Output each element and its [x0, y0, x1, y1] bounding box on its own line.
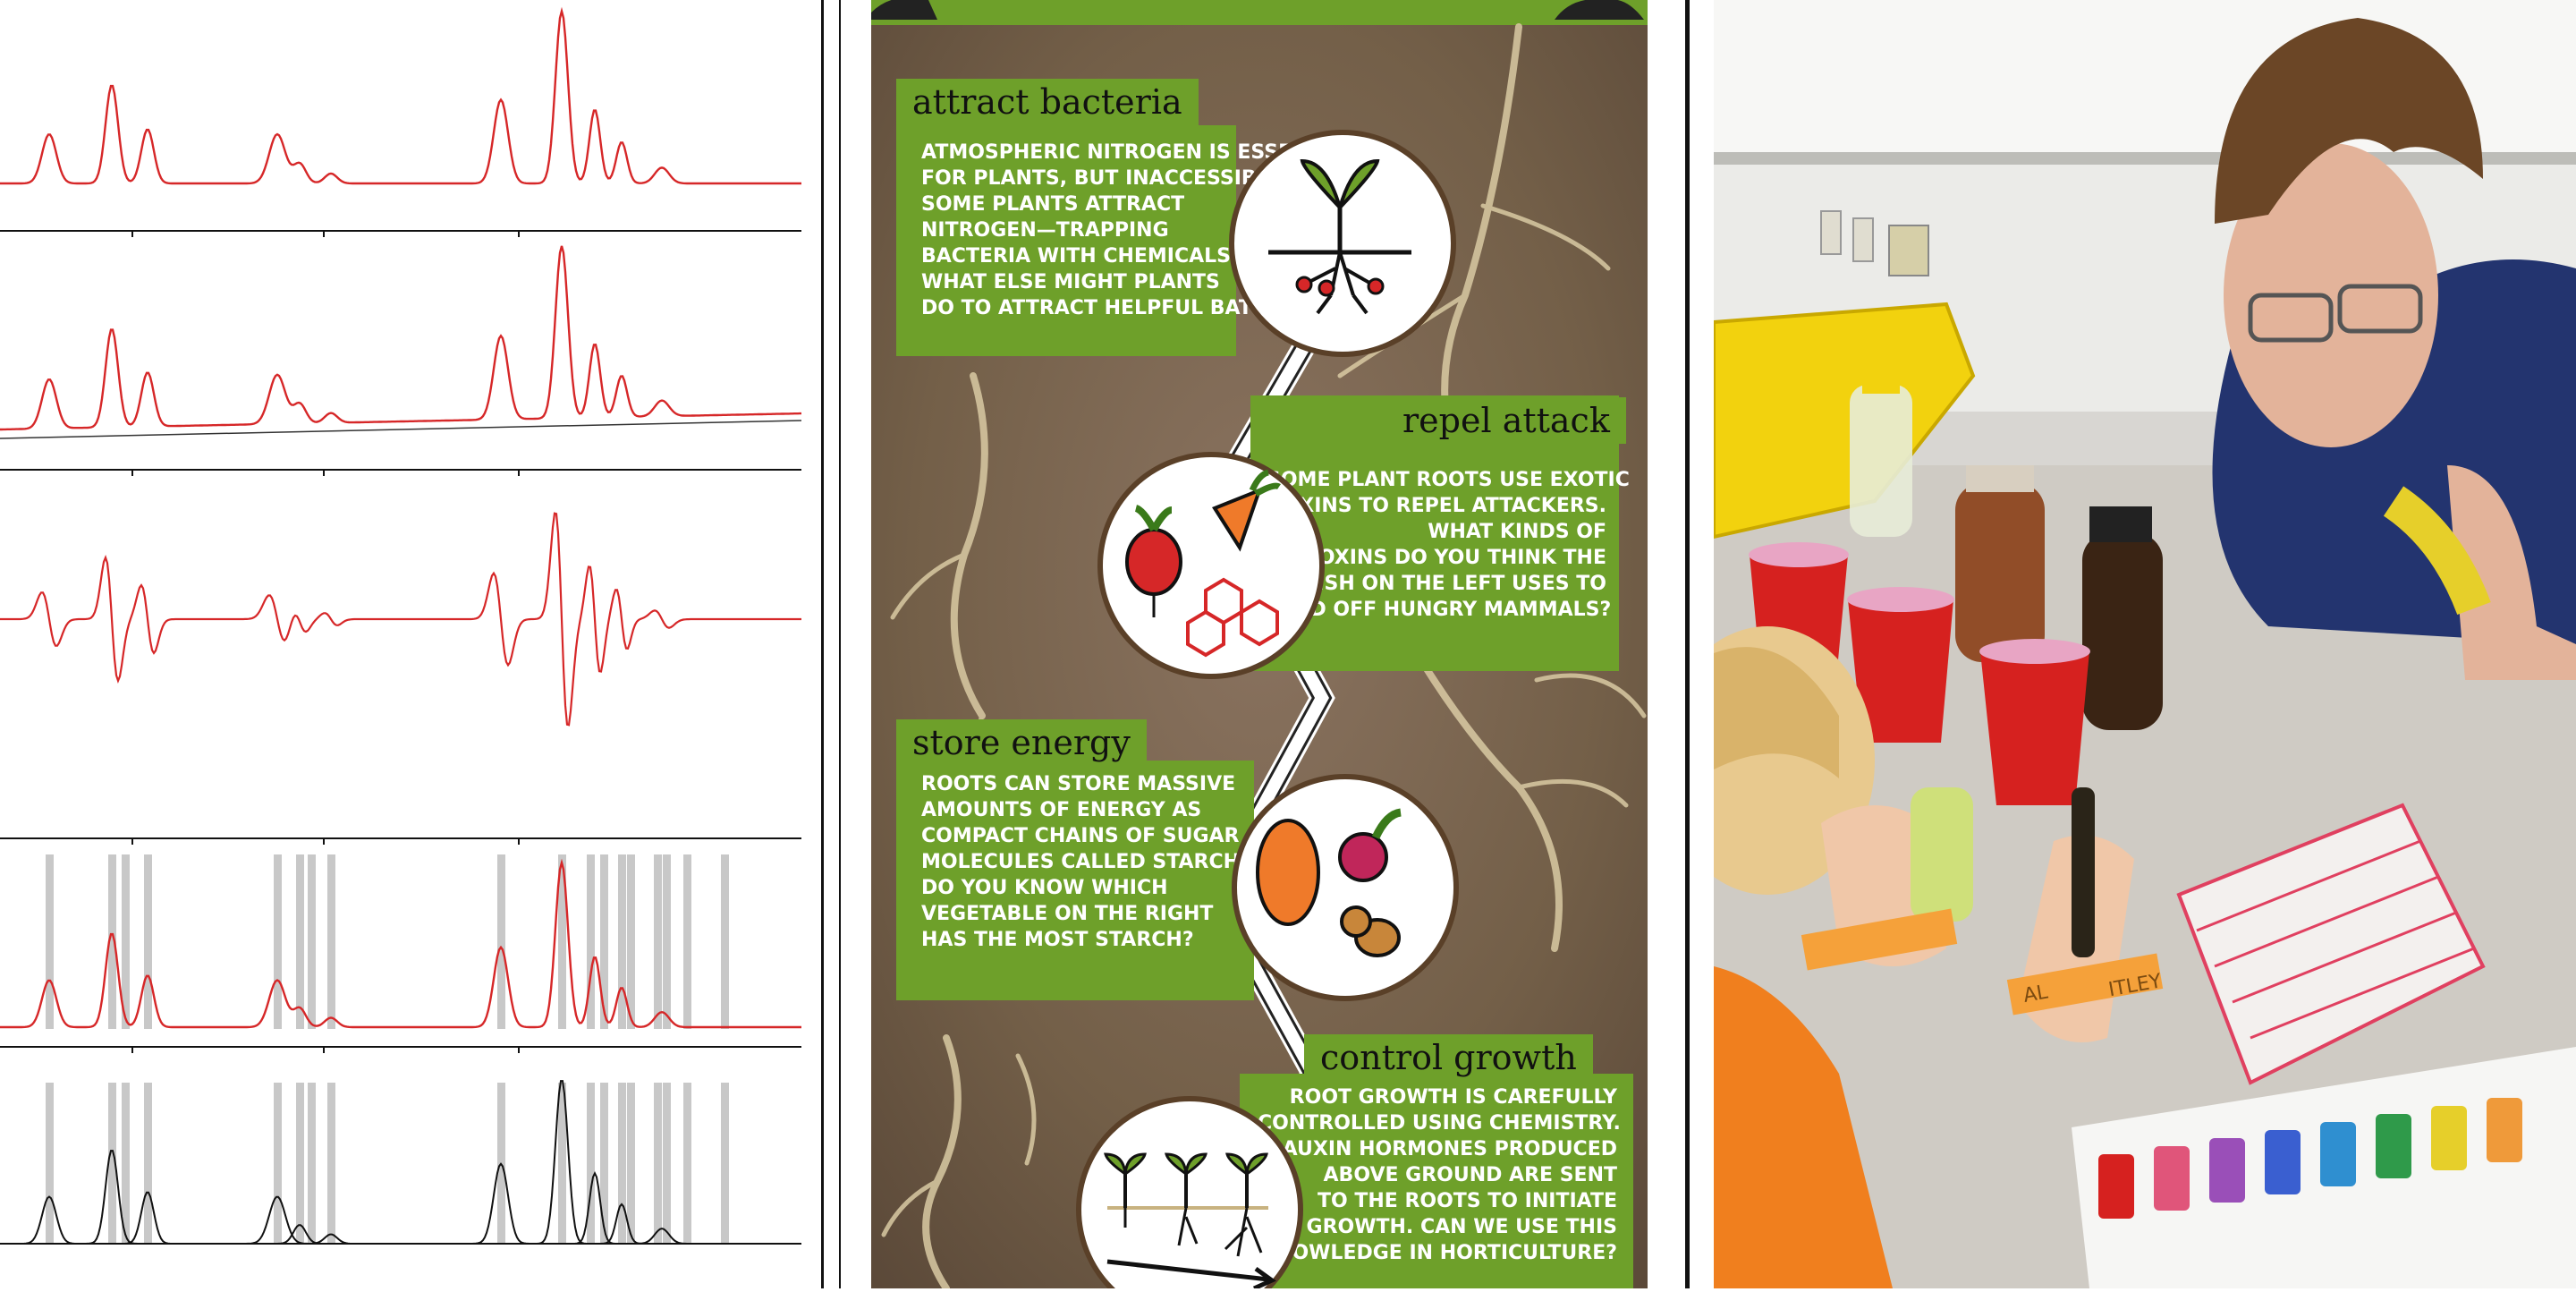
- color-bottle: [2265, 1130, 2301, 1194]
- peak-band: [308, 1083, 316, 1244]
- spectrum-line: [0, 12, 801, 184]
- color-bottle: [2431, 1106, 2467, 1170]
- card-line: ATMOSPHERIC NITROGEN IS ESSENTIAL: [921, 140, 1357, 166]
- peak-band: [721, 854, 729, 1029]
- peak-band: [308, 854, 316, 1029]
- card-line: KNOWLEDGE IN HORTICULTURE?: [1258, 1240, 1617, 1266]
- spectrum-line: [0, 246, 801, 429]
- card-line: FOR PLANTS, BUT INACCESSIBLE.: [921, 166, 1357, 191]
- spectra-panel: [0, 0, 805, 1288]
- panel-divider: [821, 0, 824, 1288]
- peak-band: [327, 854, 335, 1029]
- peak-band: [721, 1083, 729, 1244]
- card-line: COMPACT CHAINS OF SUGAR: [921, 823, 1247, 849]
- card-line: CONTROLLED USING CHEMISTRY.: [1258, 1110, 1617, 1136]
- tube-label: AL: [2021, 981, 2050, 1007]
- spectra-figure: [0, 0, 805, 1288]
- card-line: AUXIN HORMONES PRODUCED: [1258, 1136, 1617, 1162]
- card-line: ROOTS CAN STORE MASSIVE: [921, 771, 1247, 797]
- card-line: HAS THE MOST STARCH?: [921, 927, 1247, 953]
- card-title: repel attack: [1386, 397, 1626, 444]
- card-title: attract bacteria: [896, 79, 1199, 125]
- card-line: TOXINS DO YOU THINK THE: [1267, 545, 1606, 571]
- peak-band: [600, 1083, 608, 1244]
- card-line: DO TO ATTRACT HELPFUL BATERIA?: [921, 295, 1357, 321]
- card-line: TO THE ROOTS TO INITIATE: [1258, 1188, 1617, 1214]
- color-bottle: [2154, 1146, 2190, 1211]
- color-bottle: [2320, 1122, 2356, 1186]
- peak-band: [274, 854, 282, 1029]
- peak-band: [497, 854, 505, 1029]
- peak-band: [663, 854, 671, 1029]
- card-line: WHAT KINDS OF: [1267, 519, 1606, 545]
- card-line: ROOT GROWTH IS CAREFULLY: [1258, 1084, 1617, 1110]
- peak-band: [683, 1083, 691, 1244]
- card-line: NITROGEN—TRAPPING: [921, 217, 1357, 243]
- peak-band: [296, 854, 304, 1029]
- color-bottle: [2487, 1098, 2522, 1162]
- card-line: ABOVE GROUND ARE SENT: [1258, 1162, 1617, 1188]
- peak-band: [144, 1083, 152, 1244]
- peak-band: [46, 854, 54, 1029]
- peak-band: [296, 1083, 304, 1244]
- peak-band: [600, 854, 608, 1029]
- classroom-photo: AL ITLEY: [1714, 0, 2576, 1288]
- baseline-fit: [0, 421, 801, 438]
- peak-band: [587, 1083, 595, 1244]
- card-line: AMOUNTS OF ENERGY AS: [921, 797, 1247, 823]
- panel-divider: [1687, 0, 1690, 1288]
- color-bottle: [2209, 1138, 2245, 1203]
- color-bottle: [2376, 1114, 2411, 1178]
- card-line: TOXINS TO REPEL ATTACKERS.: [1267, 493, 1606, 519]
- peak-band: [627, 854, 635, 1029]
- photo-illustration: AL ITLEY: [1714, 0, 2576, 1288]
- color-bottle: [2098, 1154, 2134, 1219]
- card-line: VEGETABLE ON THE RIGHT: [921, 901, 1247, 927]
- peak-band: [654, 1083, 662, 1244]
- card-line: WHAT ELSE MIGHT PLANTS: [921, 269, 1357, 295]
- peak-band: [46, 1083, 54, 1244]
- derivative-line: [0, 514, 801, 726]
- card-title: control growth: [1304, 1034, 1593, 1081]
- card-line: RADISH ON THE LEFT USES TO: [1267, 571, 1606, 597]
- card-line: FEND OFF HUNGRY MAMMALS?: [1267, 597, 1606, 623]
- card-line: MOLECULES CALLED STARCH.: [921, 849, 1247, 875]
- peak-band: [663, 1083, 671, 1244]
- root-chemistry-infographic: attract bacteria ATMOSPHERIC NITROGEN IS…: [839, 0, 1687, 1288]
- card-line: BACTERIA WITH CHEMICALS.: [921, 243, 1357, 269]
- peak-band: [144, 854, 152, 1029]
- peak-band: [274, 1083, 282, 1244]
- spectrum-line: [0, 863, 801, 1027]
- peak-band: [683, 854, 691, 1029]
- card-line: DO YOU KNOW WHICH: [921, 875, 1247, 901]
- peak-band: [618, 1083, 626, 1244]
- peak-band: [327, 1083, 335, 1244]
- peak-band: [654, 854, 662, 1029]
- peak-band: [627, 1083, 635, 1244]
- card-title: store energy: [896, 719, 1147, 766]
- peak-band: [618, 854, 626, 1029]
- card-line: SOME PLANTS ATTRACT: [921, 191, 1357, 217]
- card-line: SOME PLANT ROOTS USE EXOTIC: [1267, 467, 1606, 493]
- card-line: GROWTH. CAN WE USE THIS: [1258, 1214, 1617, 1240]
